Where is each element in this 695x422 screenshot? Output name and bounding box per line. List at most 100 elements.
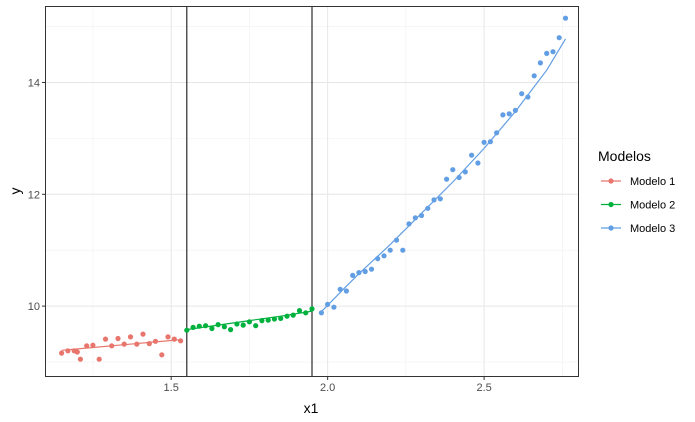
data-point <box>350 272 356 278</box>
y-axis-title: y <box>7 188 23 195</box>
data-point <box>481 139 487 145</box>
data-point <box>318 310 324 316</box>
data-point <box>165 334 171 340</box>
vertical-reference-lines <box>186 7 313 376</box>
data-point <box>544 50 550 57</box>
data-point <box>303 310 309 316</box>
data-point <box>296 308 303 314</box>
data-point <box>271 316 277 322</box>
data-point <box>406 221 412 227</box>
x-tick-label: 2.5 <box>476 382 491 394</box>
data-point <box>152 338 159 344</box>
axis-ticks: 1.5 2.0 2.5 10 12 14 <box>28 77 492 394</box>
data-point <box>494 130 500 136</box>
data-point <box>102 336 109 342</box>
x-tick-label: 2.0 <box>320 382 335 394</box>
data-point <box>512 107 519 113</box>
plot-panel-border <box>45 6 579 377</box>
data-point <box>240 322 246 328</box>
data-point <box>246 319 252 325</box>
data-point <box>96 356 102 362</box>
data-point <box>431 197 437 203</box>
data-point <box>469 152 475 158</box>
y-tick-label: 14 <box>28 77 40 89</box>
fit-line <box>320 38 567 313</box>
data-point <box>343 288 349 294</box>
data-point <box>400 247 406 253</box>
data-point <box>234 321 240 327</box>
data-point <box>456 174 462 181</box>
data-point <box>290 312 296 318</box>
data-point <box>146 341 152 347</box>
data-point <box>506 111 512 117</box>
data-point <box>418 212 425 219</box>
y-tick-label: 10 <box>28 301 40 313</box>
data-point <box>325 301 331 307</box>
data-point <box>184 327 190 333</box>
data-point <box>190 324 196 330</box>
data-point <box>84 343 90 349</box>
data-point <box>121 341 127 347</box>
data-point <box>90 342 96 348</box>
data-point <box>259 318 265 324</box>
data-point <box>368 266 375 272</box>
data-point <box>115 335 121 342</box>
data-point <box>462 169 468 175</box>
data-point <box>203 323 209 329</box>
legend-key-point <box>608 201 614 208</box>
data-point <box>375 256 381 262</box>
data-point <box>65 348 71 354</box>
data-point <box>134 341 140 347</box>
data-point <box>140 331 146 337</box>
data-point <box>550 49 556 55</box>
data-point <box>531 73 537 79</box>
data-point <box>209 325 215 332</box>
data-point <box>519 91 525 97</box>
data-points <box>59 15 569 362</box>
data-point <box>450 167 456 173</box>
data-point <box>393 237 400 243</box>
data-point <box>362 268 368 275</box>
x-tick-label: 1.5 <box>164 382 179 394</box>
data-point <box>525 94 531 100</box>
legend-label: Modelo 1 <box>630 176 675 188</box>
data-point <box>215 322 221 328</box>
data-point <box>171 336 177 342</box>
data-point <box>159 352 165 358</box>
data-point <box>475 160 481 166</box>
data-point <box>278 315 284 321</box>
data-point <box>178 338 184 344</box>
data-point <box>537 60 544 66</box>
legend: Modelos Modelo 1 Modelo 2 Modelo 3 <box>598 148 675 235</box>
data-point <box>228 327 234 333</box>
data-point <box>109 343 115 349</box>
legend-key-point <box>608 225 614 231</box>
legend-label: Modelo 2 <box>630 200 675 212</box>
data-point <box>425 205 431 211</box>
data-point <box>59 350 65 356</box>
data-point <box>387 247 393 253</box>
data-point <box>221 324 227 330</box>
data-point <box>77 356 83 362</box>
data-point <box>556 35 562 41</box>
x-axis-title: x1 <box>304 400 319 416</box>
data-point <box>309 306 315 312</box>
data-point <box>127 334 134 340</box>
data-point <box>196 323 202 329</box>
data-point <box>500 112 506 118</box>
data-point <box>74 349 80 355</box>
data-point <box>356 270 362 276</box>
data-point <box>253 323 259 329</box>
data-point <box>562 15 569 21</box>
legend-key-point <box>608 178 614 184</box>
legend-title: Modelos <box>598 148 651 164</box>
legend-label: Modelo 3 <box>630 223 675 235</box>
data-point <box>284 313 290 319</box>
data-point <box>265 317 271 323</box>
data-point <box>437 196 443 202</box>
data-point <box>381 253 387 259</box>
data-point <box>412 215 418 221</box>
y-tick-label: 12 <box>28 189 40 201</box>
